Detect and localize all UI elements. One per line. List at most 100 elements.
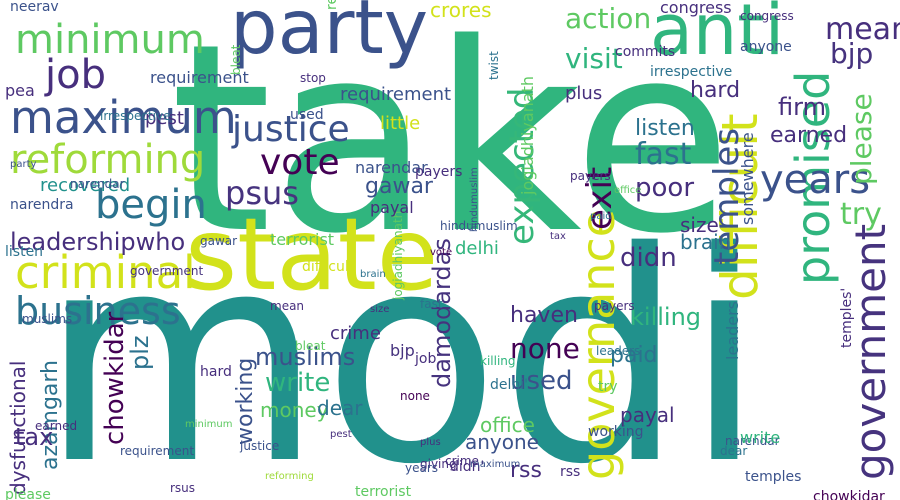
- cloud-word-poor: poor: [635, 173, 695, 203]
- cloud-word-criminal: criminal: [15, 246, 196, 299]
- cloud-word-rsus: rsus: [170, 481, 196, 495]
- cloud-word-party: party: [10, 159, 37, 170]
- cloud-word-bjp: bjp: [830, 37, 874, 70]
- cloud-word-jogiadhiyanath: jogiadhiyanath: [391, 210, 405, 300]
- cloud-word-chowkidar: chowkidar: [100, 311, 130, 445]
- cloud-word-somewhere: somewhere: [738, 132, 757, 225]
- cloud-word-temples: temples': [839, 287, 855, 348]
- cloud-word-irrespective: irrespective: [650, 64, 733, 80]
- cloud-word-dear: dear: [317, 396, 363, 420]
- cloud-word-crime: crime: [330, 323, 381, 344]
- cloud-word-minimum: minimum: [185, 419, 233, 430]
- cloud-word-money: money: [260, 398, 329, 422]
- cloud-word-years: years: [760, 157, 871, 203]
- cloud-word-azamgarh: azamgarh: [38, 360, 63, 470]
- cloud-word-crores: crores: [430, 0, 492, 22]
- cloud-word-paid: paid: [610, 343, 658, 368]
- cloud-word-payers: payers: [594, 299, 635, 313]
- cloud-word-delhi: delhi: [455, 238, 499, 259]
- cloud-word-didn: didn': [450, 459, 485, 475]
- cloud-word-earned: earned: [35, 419, 78, 433]
- cloud-word-maximum: maximum: [10, 91, 237, 144]
- cloud-word-muslims: muslims: [22, 312, 73, 326]
- cloud-word-didn: didn: [620, 243, 677, 273]
- cloud-word-years: years: [405, 461, 439, 475]
- cloud-word-stop: stop: [300, 71, 326, 85]
- cloud-word-narendar: narendar: [355, 158, 428, 177]
- cloud-word-job: job: [45, 52, 106, 98]
- cloud-word-plus: plus: [565, 83, 603, 104]
- cloud-word-write: write: [740, 428, 781, 447]
- cloud-word-requirement: requirement: [340, 84, 452, 105]
- cloud-word-earned: earned: [770, 123, 848, 148]
- cloud-word-plus: plus: [420, 437, 441, 448]
- cloud-word-leaders: leaders: [723, 300, 742, 360]
- cloud-word-tax: tax: [550, 231, 566, 242]
- cloud-word-size: size: [680, 213, 719, 237]
- cloud-word-anyone: anyone: [740, 39, 792, 55]
- cloud-word-payal: payal: [370, 198, 414, 217]
- cloud-word-hindumuslim: hindumuslim: [440, 219, 518, 233]
- cloud-word-please: please: [845, 93, 878, 185]
- cloud-word-used: used: [290, 107, 324, 123]
- cloud-word-minimum: minimum: [15, 17, 205, 63]
- cloud-word-mean: mean: [825, 12, 900, 47]
- cloud-word-narendra: narendra: [10, 197, 74, 213]
- cloud-word-pest: pest: [330, 429, 352, 440]
- cloud-word-working: working: [588, 424, 644, 440]
- cloud-word-narendar: narendar: [70, 177, 125, 191]
- cloud-word-none: none: [510, 332, 580, 365]
- cloud-word-brain: brain: [680, 230, 732, 254]
- cloud-word-vote: vote: [260, 142, 340, 183]
- cloud-word-delhi: delhi': [490, 377, 529, 393]
- cloud-word-leadershipwho: leadershipwho: [10, 228, 186, 256]
- cloud-word-congress: congress: [740, 9, 794, 23]
- cloud-word-chowkidar: chowkidar: [813, 489, 885, 500]
- cloud-word-jogiadhiyanath: jogiadhiyanath: [518, 75, 537, 195]
- cloud-word-please: please: [5, 487, 51, 500]
- cloud-word-justice: justice: [232, 109, 350, 150]
- cloud-word-fast: fast: [635, 137, 692, 172]
- cloud-word-pest: pest: [145, 108, 184, 129]
- cloud-word-commits: commits: [615, 44, 676, 60]
- cloud-word-gawar: gawar: [365, 174, 433, 199]
- cloud-word-modi: modi: [40, 191, 765, 500]
- cloud-word-tax: tax: [15, 423, 54, 451]
- cloud-word-paid: paid: [590, 211, 612, 222]
- cloud-word-justice: justice: [240, 439, 280, 453]
- cloud-word-fast: fast: [420, 297, 443, 311]
- cloud-word-payers: payers: [415, 164, 463, 180]
- cloud-word-reforming: reforming: [10, 137, 206, 183]
- cloud-word-listen: listen: [635, 116, 695, 141]
- cloud-word-narendar: narendar: [725, 434, 780, 448]
- cloud-word-irrespective: irrespective: [100, 109, 171, 123]
- cloud-word-office: office: [614, 185, 642, 196]
- cloud-word-anyone: anyone: [465, 430, 539, 454]
- cloud-word-terrorist: terrorist: [270, 230, 335, 249]
- cloud-word-recovered: recovered: [40, 175, 131, 196]
- cloud-word-party: party: [230, 0, 429, 71]
- cloud-word-office: office: [480, 413, 535, 437]
- cloud-word-state: state: [185, 196, 439, 313]
- cloud-word-plz: plz: [126, 335, 154, 371]
- cloud-word-mean: mean: [270, 299, 305, 313]
- cloud-word-killing: killing: [630, 303, 702, 331]
- cloud-word-size: size: [370, 304, 390, 315]
- cloud-word-brain: brain: [360, 269, 386, 280]
- cloud-word-killing: killing: [480, 354, 516, 368]
- cloud-word-crime: crime: [445, 454, 479, 468]
- cloud-word-twist: twist: [487, 51, 501, 80]
- cloud-word-none: none: [400, 389, 430, 403]
- cloud-word-visit: visit: [565, 42, 623, 75]
- cloud-word-giving: giving: [420, 457, 457, 471]
- cloud-word-religious: religious: [324, 0, 340, 10]
- cloud-word-neerav: neerav: [10, 0, 59, 15]
- cloud-word-dear: dear: [720, 444, 748, 458]
- cloud-word-little: little: [380, 113, 421, 134]
- cloud-word-requirement: requirement: [150, 68, 249, 87]
- cloud-word-payal: payal: [620, 403, 675, 427]
- cloud-word-working: working: [233, 357, 258, 445]
- cloud-word-pea: pea: [5, 81, 35, 100]
- cloud-word-begin: begin: [95, 182, 207, 228]
